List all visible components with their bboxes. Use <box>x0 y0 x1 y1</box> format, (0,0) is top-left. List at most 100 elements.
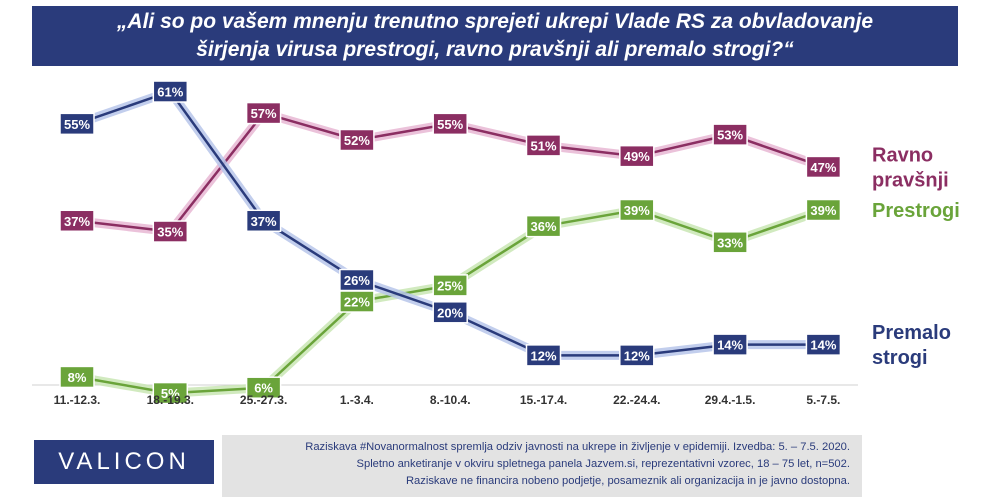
data-label-text: 25% <box>437 278 463 293</box>
data-label-ravno-4: 55% <box>432 112 468 136</box>
data-label-ravno-2: 57% <box>245 101 282 125</box>
data-point-ravno-7 <box>712 123 748 146</box>
x-tick-label: 11.-12.3. <box>54 393 101 407</box>
data-point-prestrogi-4 <box>432 274 468 297</box>
data-label-text: 5% <box>161 386 180 401</box>
data-label-premalo-3: 26% <box>339 268 375 292</box>
data-label-text: 55% <box>64 117 90 132</box>
data-label-text: 39% <box>810 203 836 218</box>
data-label-text: 22% <box>344 295 370 310</box>
data-label-premalo-2: 37% <box>245 209 282 233</box>
data-point-premalo-3 <box>339 268 375 292</box>
data-label-prestrogi-4: 25% <box>432 274 468 297</box>
data-label-text: 52% <box>344 133 370 148</box>
legend-label-premalo-1: strogi <box>872 347 928 369</box>
data-label-text: 37% <box>64 214 90 229</box>
data-label-ravno-3: 52% <box>339 128 375 152</box>
note-line-1: Raziskava #Novanormalnost spremlja odziv… <box>305 441 850 453</box>
data-label-text: 57% <box>251 106 277 121</box>
series-layer <box>72 87 828 398</box>
data-point-premalo-0 <box>59 112 95 136</box>
data-label-text: 49% <box>624 149 650 164</box>
data-label-prestrogi-6: 39% <box>619 198 655 222</box>
legend-label-ravno-0: Ravno <box>872 144 933 166</box>
chart-title: „Ali so po vašem mnenju trenutno sprejet… <box>32 6 958 66</box>
data-label-ravno-8: 47% <box>805 155 842 179</box>
data-label-text: 6% <box>254 381 273 396</box>
data-label-text: 53% <box>717 128 743 143</box>
legend-label-prestrogi-0: Prestrogi <box>872 200 960 222</box>
x-tick-label: 29.4.-1.5. <box>705 393 756 407</box>
data-label-prestrogi-2: 6% <box>245 376 282 399</box>
data-label-ravno-5: 51% <box>525 134 562 157</box>
data-label-text: 12% <box>624 348 650 363</box>
data-label-prestrogi-3: 22% <box>339 290 375 313</box>
data-label-ravno-6: 49% <box>619 144 655 168</box>
data-label-prestrogi-1: 5% <box>152 381 189 405</box>
data-label-ravno-7: 53% <box>712 123 748 146</box>
x-tick-label: 8.-10.4. <box>430 393 471 407</box>
data-point-premalo-6 <box>619 344 655 367</box>
x-tick-label: 5.-7.5. <box>806 393 840 407</box>
data-point-prestrogi-6 <box>619 198 655 222</box>
x-tick-layer: 11.-12.3. 18.-19.3. 25.-27.3. 1.-3.4. 8.-10.… <box>54 393 841 407</box>
data-label-text: 12% <box>530 348 556 363</box>
data-label-text: 47% <box>810 160 836 175</box>
legend-layer: Ravno pravšnji Prestrogi Premalo strogi <box>872 144 960 369</box>
x-tick-label: 25.-27.3. <box>240 393 287 407</box>
data-label-text: 61% <box>157 85 183 100</box>
x-tick-label: 22.-24.4. <box>613 393 660 407</box>
data-point-ravno-6 <box>619 144 655 168</box>
x-tick-label: 15.-17.4. <box>520 393 567 407</box>
note-line-3: Raziskave ne financira nobeno podjetje, … <box>405 475 850 487</box>
data-label-prestrogi-5: 36% <box>525 214 562 238</box>
data-label-text: 8% <box>68 370 87 385</box>
data-point-prestrogi-1 <box>152 381 189 405</box>
data-point-prestrogi-2 <box>245 376 282 399</box>
legend-label-ravno-1: pravšnji <box>872 169 949 191</box>
footer: VALICON Raziskava #Novanormalnost spreml… <box>0 432 990 502</box>
data-label-premalo-6: 12% <box>619 344 655 367</box>
data-label-text: 20% <box>437 305 463 320</box>
data-point-premalo-1 <box>152 80 189 103</box>
data-point-ravno-0 <box>59 209 95 233</box>
data-point-ravno-5 <box>525 134 562 157</box>
line-chart: 37% 35% 57% 52% 55% 51% 49% 53% 47% 8% 5% 6% 22% 25% 3… <box>32 80 960 407</box>
data-label-text: 39% <box>624 203 650 218</box>
data-point-ravno-8 <box>805 155 842 179</box>
data-label-text: 37% <box>251 214 277 229</box>
data-label-text: 14% <box>810 338 836 353</box>
data-point-ravno-2 <box>245 101 282 125</box>
data-label-prestrogi-8: 39% <box>805 198 842 222</box>
data-label-text: 55% <box>437 117 463 132</box>
note-line-2: Spletno anketiranje v okviru spletnega p… <box>356 458 850 470</box>
data-point-premalo-4 <box>432 301 468 324</box>
title-line-2: širjenja virusa prestrogi, ravno pravšnj… <box>196 38 794 61</box>
data-label-layer: 37% 35% 57% 52% 55% 51% 49% 53% 47% 8% 5% 6% 22% 25% 3… <box>59 80 842 405</box>
data-label-text: 36% <box>530 219 556 234</box>
data-point-ravno-1 <box>152 220 189 243</box>
data-label-ravno-0: 37% <box>59 209 95 233</box>
data-label-premalo-0: 55% <box>59 112 95 136</box>
data-point-prestrogi-5 <box>525 214 562 238</box>
data-point-ravno-4 <box>432 112 468 136</box>
data-point-premalo-5 <box>525 344 562 367</box>
data-label-premalo-4: 20% <box>432 301 468 324</box>
x-tick-label: 1.-3.4. <box>340 393 374 407</box>
data-point-premalo-8 <box>805 333 842 356</box>
title-line-1: „Ali so po vašem mnenju trenutno sprejet… <box>116 10 874 33</box>
valicon-logo: VALICON <box>34 440 214 484</box>
data-label-text: 51% <box>530 138 556 153</box>
data-label-premalo-7: 14% <box>712 333 748 356</box>
data-label-prestrogi-7: 33% <box>712 231 748 254</box>
data-label-ravno-1: 35% <box>152 220 189 243</box>
data-point-ravno-3 <box>339 128 375 152</box>
data-label-text: 14% <box>717 338 743 353</box>
data-point-premalo-2 <box>245 209 282 233</box>
data-label-text: 26% <box>344 273 370 288</box>
data-point-premalo-7 <box>712 333 748 356</box>
data-point-prestrogi-0 <box>59 365 95 389</box>
data-label-text: 35% <box>157 225 183 240</box>
data-label-premalo-8: 14% <box>805 333 842 356</box>
methodology-note: Raziskava #Novanormalnost spremlja odziv… <box>222 435 862 497</box>
